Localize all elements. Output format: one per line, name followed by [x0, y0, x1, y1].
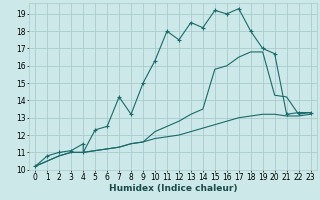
X-axis label: Humidex (Indice chaleur): Humidex (Indice chaleur)	[109, 184, 237, 193]
